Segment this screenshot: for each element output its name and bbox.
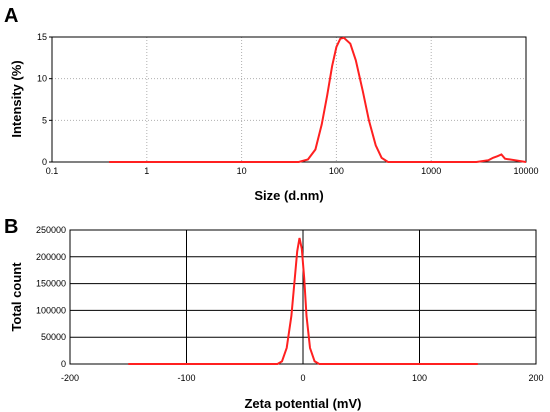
panel-b-x-tick-label: -200 — [61, 373, 79, 383]
panel-b-x-tick-label: -100 — [177, 373, 195, 383]
panel-b-y-tick-label: 250000 — [36, 225, 66, 235]
panel-a-x-tick-label: 100 — [329, 166, 344, 176]
panel-a: A 0.1 1 10 100 1000 10000 0 5 10 15 Size (d.nm) I… — [4, 5, 539, 203]
panel-a-plot-frame — [51, 36, 527, 163]
panel-b-x-axis-title: Zeta potential (mV) — [244, 396, 361, 411]
panel-b-y-tick-label: 0 — [61, 359, 66, 369]
panel-label-b: B — [4, 216, 18, 238]
panel-b: B -200 -100 0 100 200 0 50000 100000 150000 20000… — [4, 216, 544, 411]
panel-a-y-tick-label: 0 — [42, 157, 47, 167]
panel-b-ticks: -200 -100 0 100 200 0 50000 100000 150000 200000 2… — [36, 225, 544, 383]
panel-b-y-tick-label: 100000 — [36, 305, 66, 315]
panel-a-x-tick-label: 10 — [237, 166, 247, 176]
panel-a-x-tick-label: 0.1 — [46, 166, 59, 176]
panel-a-ticks: 0.1 1 10 100 1000 10000 0 5 10 15 — [37, 32, 539, 176]
panel-a-x-axis-title: Size (d.nm) — [254, 188, 323, 203]
panel-a-y-axis-title: Intensity (%) — [9, 60, 24, 137]
panel-b-x-tick-label: 200 — [528, 373, 543, 383]
panel-b-plot-frame — [69, 229, 537, 365]
panel-a-x-tick-label: 1 — [144, 166, 149, 176]
panel-a-y-tick-label: 10 — [37, 74, 47, 84]
panel-b-y-tick-label: 150000 — [36, 279, 66, 289]
panel-a-series-line — [109, 36, 527, 163]
panel-a-x-tick-label: 10000 — [513, 166, 538, 176]
panel-label-a: A — [4, 5, 18, 27]
panel-b-x-tick-label: 0 — [300, 373, 305, 383]
panel-b-y-tick-label: 50000 — [41, 332, 66, 342]
panel-b-y-tick-label: 200000 — [36, 252, 66, 262]
panel-b-series-line — [128, 237, 478, 365]
panel-b-grid — [69, 229, 537, 365]
panel-a-y-tick-label: 5 — [42, 115, 47, 125]
panel-b-y-axis-title: Total count — [9, 262, 24, 332]
panel-b-x-tick-label: 100 — [412, 373, 427, 383]
panel-a-x-tick-label: 1000 — [421, 166, 441, 176]
panel-a-grid — [51, 36, 527, 163]
panel-a-y-tick-label: 15 — [37, 32, 47, 42]
